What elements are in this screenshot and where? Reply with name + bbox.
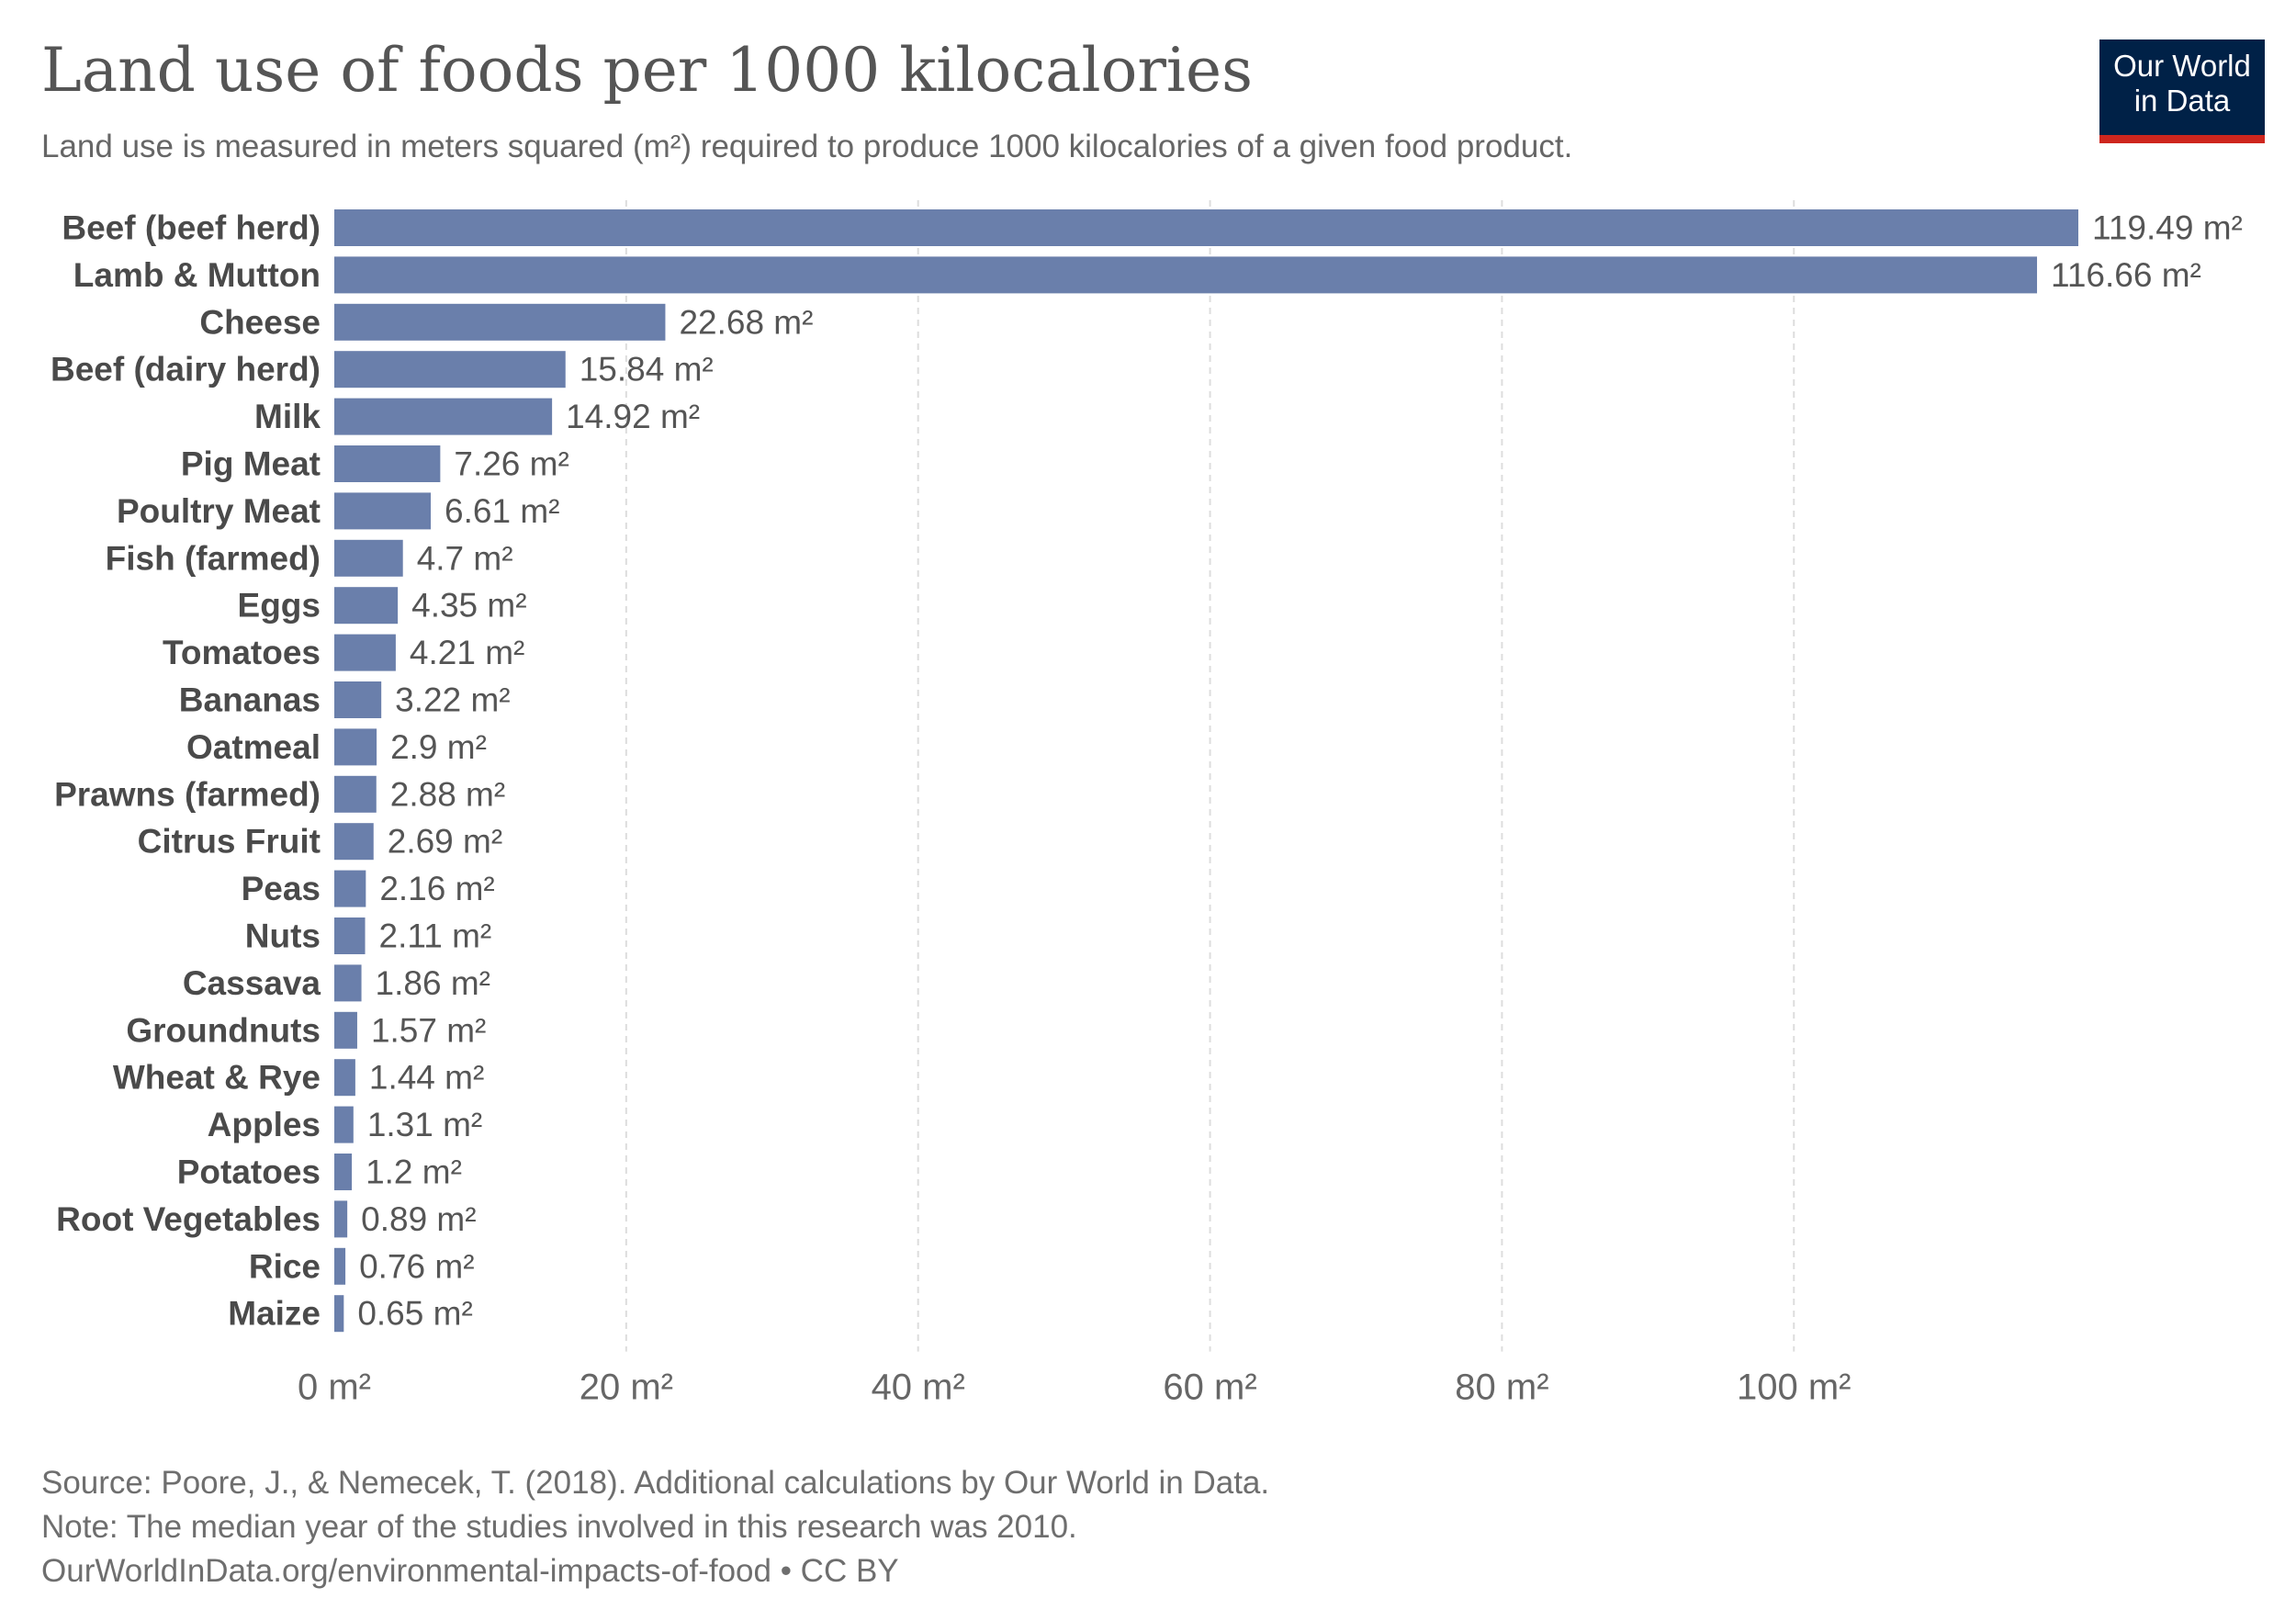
category-label: Bananas	[179, 681, 321, 719]
value-label: 0.76 m²	[359, 1247, 474, 1285]
category-label: Cheese	[199, 303, 321, 341]
x-tick-label: 20 m²	[580, 1368, 673, 1408]
source-note: Source: Poore, J., & Nemecek, T. (2018).…	[41, 1465, 1270, 1501]
category-label: Beef (dairy herd)	[51, 351, 321, 388]
bar	[334, 823, 374, 861]
value-label: 4.21 m²	[410, 634, 524, 671]
value-label: 22.68 m²	[679, 303, 813, 341]
category-label: Tomatoes	[163, 634, 321, 671]
category-labels: Beef (beef herd) Lamb & Mutton Cheese Beef …	[51, 209, 321, 1333]
logo-accent-bar	[2099, 135, 2265, 143]
value-label: 4.7 m²	[417, 539, 513, 577]
bar	[334, 917, 366, 954]
bar	[334, 539, 403, 577]
category-label: Root Vegetables	[56, 1200, 321, 1238]
value-label: 2.69 m²	[388, 823, 502, 861]
bar	[334, 209, 2078, 246]
logo-line-2: in Data	[2133, 84, 2231, 118]
category-label: Fish (farmed)	[106, 539, 321, 577]
category-label: Citrus Fruit	[138, 823, 321, 861]
value-label: 1.86 m²	[376, 964, 490, 1002]
category-label: Cassava	[183, 964, 321, 1002]
bar-chart: Beef (beef herd) Lamb & Mutton Cheese Beef …	[51, 200, 2243, 1408]
owid-logo[interactable]: Our World in Data	[2099, 39, 2265, 135]
value-label: 7.26 m²	[454, 445, 568, 483]
x-tick-label: 100 m²	[1737, 1368, 1851, 1408]
grid-layer	[625, 200, 1795, 1352]
category-label: Potatoes	[177, 1154, 321, 1191]
value-label: 2.9 m²	[390, 728, 487, 766]
bar	[334, 1247, 346, 1285]
logo-line-1: Our World	[2113, 49, 2251, 83]
category-label: Wheat & Rye	[113, 1059, 321, 1097]
x-axis-ticks: 0 m² 20 m² 40 m² 60 m² 80 m² 100 m²	[298, 1368, 1851, 1408]
bar	[334, 445, 441, 482]
bar	[334, 775, 377, 813]
value-label: 2.88 m²	[390, 775, 505, 813]
bar	[334, 1295, 344, 1333]
bar	[334, 964, 362, 1002]
chart-title: Land use of foods per 1000 kilocalories	[41, 35, 1253, 106]
bar	[334, 1154, 353, 1190]
value-label: 14.92 m²	[566, 398, 700, 435]
value-label: 1.31 m²	[367, 1106, 482, 1143]
value-label: 119.49 m²	[2092, 209, 2243, 247]
value-label: 4.35 m²	[411, 587, 526, 625]
category-label: Prawns (farmed)	[54, 775, 321, 813]
note-text: Note: The median year of the studies inv…	[41, 1509, 1077, 1545]
source-url[interactable]: OurWorldInData.org/environmental-impacts…	[41, 1553, 899, 1589]
category-label: Pig Meat	[181, 445, 321, 483]
x-tick-label: 80 m²	[1455, 1368, 1548, 1408]
bar	[334, 492, 432, 530]
value-label: 1.2 m²	[366, 1154, 462, 1191]
bar	[334, 634, 396, 671]
category-label: Oatmeal	[186, 728, 321, 766]
bar	[334, 1011, 357, 1049]
value-label: 3.22 m²	[395, 681, 510, 719]
value-label: 0.89 m²	[361, 1200, 476, 1238]
bar	[334, 398, 553, 435]
category-label: Beef (beef herd)	[62, 209, 321, 247]
category-label: Maize	[228, 1295, 321, 1333]
category-label: Apples	[208, 1106, 321, 1143]
value-labels: 119.49 m² 116.66 m² 22.68 m² 15.84 m² 14.92 …	[357, 209, 2243, 1333]
bar	[334, 256, 2038, 294]
bar	[334, 870, 366, 907]
category-label: Eggs	[238, 587, 321, 625]
bar	[334, 1106, 354, 1143]
category-label: Milk	[254, 398, 321, 435]
category-label: Rice	[249, 1247, 321, 1285]
value-label: 1.57 m²	[371, 1011, 486, 1049]
value-label: 0.65 m²	[357, 1295, 472, 1333]
bar	[334, 303, 666, 341]
value-label: 2.16 m²	[379, 870, 494, 907]
value-label: 1.44 m²	[369, 1059, 484, 1097]
category-label: Poultry Meat	[117, 492, 321, 530]
bar	[334, 1059, 355, 1097]
category-label: Nuts	[245, 917, 321, 955]
value-label: 116.66 m²	[2051, 256, 2201, 294]
category-label: Peas	[242, 870, 321, 907]
bar	[334, 1200, 348, 1238]
bar	[334, 351, 566, 388]
bar-layer	[334, 209, 2078, 1333]
x-tick-label: 60 m²	[1163, 1368, 1256, 1408]
x-tick-label: 0 m²	[298, 1368, 371, 1408]
chart-subtitle: Land use is measured in meters squared (…	[41, 129, 1573, 164]
category-label: Groundnuts	[126, 1011, 321, 1049]
bar	[334, 681, 382, 718]
category-label: Lamb & Mutton	[73, 256, 321, 294]
value-label: 6.61 m²	[445, 492, 559, 530]
value-label: 2.11 m²	[379, 917, 492, 955]
bar	[334, 728, 377, 766]
value-label: 15.84 m²	[580, 351, 714, 388]
x-tick-label: 40 m²	[872, 1368, 965, 1408]
bar	[334, 587, 399, 625]
